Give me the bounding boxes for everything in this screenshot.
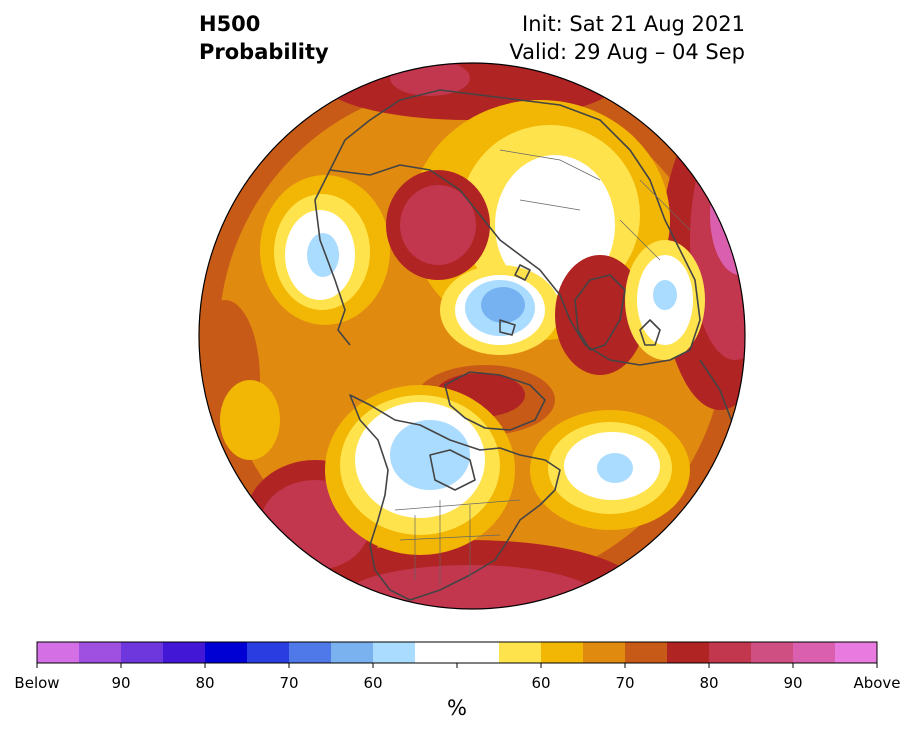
colorbar-cell — [625, 642, 668, 663]
coast-greenland — [444, 371, 546, 431]
borders-eurasia — [499, 149, 691, 261]
probability-field — [199, 63, 745, 609]
colorbar-cell — [415, 642, 458, 663]
init-date-label: Init: Sat 21 Aug 2021 — [522, 12, 745, 36]
colorbar-cell — [457, 642, 500, 663]
map-boundary — [198, 62, 746, 610]
colorbar-cell — [835, 642, 878, 663]
coast-north-america — [349, 394, 561, 601]
coast-eurasia — [329, 89, 701, 366]
coast-british-isles — [639, 319, 661, 346]
colorbar-cell — [331, 642, 374, 663]
coastlines — [314, 89, 736, 601]
colorbar-cell — [793, 642, 836, 663]
field-pac-yellow — [220, 380, 280, 460]
borders-us-states — [394, 499, 521, 585]
colorbar-cell — [499, 642, 542, 663]
colorbar-tick-label: 80 — [699, 674, 719, 692]
colorbar-tick-label: 60 — [363, 674, 383, 692]
colorbar-tick-label: Below — [14, 674, 60, 692]
chart-title-right: Init: Sat 21 Aug 2021 Valid: 29 Aug – 04… — [509, 10, 745, 66]
colorbar-cell — [163, 642, 206, 663]
colorbar-cell — [79, 642, 122, 663]
field-w-blue — [307, 233, 339, 277]
field-sib-crimson — [400, 185, 476, 265]
colorbar-cell — [373, 642, 416, 663]
colorbar-tick-label: 90 — [783, 674, 803, 692]
colorbar-tick-label: 90 — [111, 674, 131, 692]
field-atl-blue — [597, 453, 633, 483]
field-top-red — [320, 63, 620, 120]
coast-africa — [699, 359, 736, 431]
colorbar-tick-label: 70 — [279, 674, 299, 692]
valid-range-label: Valid: 29 Aug – 04 Sep — [509, 40, 745, 64]
colorbar-cell — [541, 642, 584, 663]
colorbar-cell — [289, 642, 332, 663]
field-eu-blue — [653, 280, 677, 310]
coast-arctic-island-2 — [514, 264, 531, 281]
field-scand-red — [555, 255, 645, 375]
colorbar-tick-label: 80 — [195, 674, 215, 692]
colorbar-cell — [583, 642, 626, 663]
coast-arctic-island — [499, 319, 516, 336]
colorbar-units: % — [447, 696, 467, 720]
colorbar-tick-label: 70 — [615, 674, 635, 692]
colorbar-cell — [667, 642, 710, 663]
borders — [394, 149, 691, 585]
colorbar-cell — [205, 642, 248, 663]
colorbar-tick-label: Above — [853, 674, 901, 692]
colorbar-cell — [121, 642, 164, 663]
variable-label: H500 — [199, 12, 261, 36]
field-bottom-crimson — [340, 565, 600, 609]
colorbar-cell — [247, 642, 290, 663]
colorbar-cell — [709, 642, 752, 663]
coast-scandinavia — [574, 274, 626, 351]
colorbar-tick-label: 60 — [531, 674, 551, 692]
coast-east-asia — [314, 169, 351, 346]
chart-title-left: H500 Probability — [199, 10, 329, 66]
colorbar-cell — [751, 642, 794, 663]
colorbar-cell — [37, 642, 80, 663]
field-np-blue — [481, 287, 525, 323]
product-label: Probability — [199, 40, 329, 64]
coast-hudson — [429, 449, 476, 491]
